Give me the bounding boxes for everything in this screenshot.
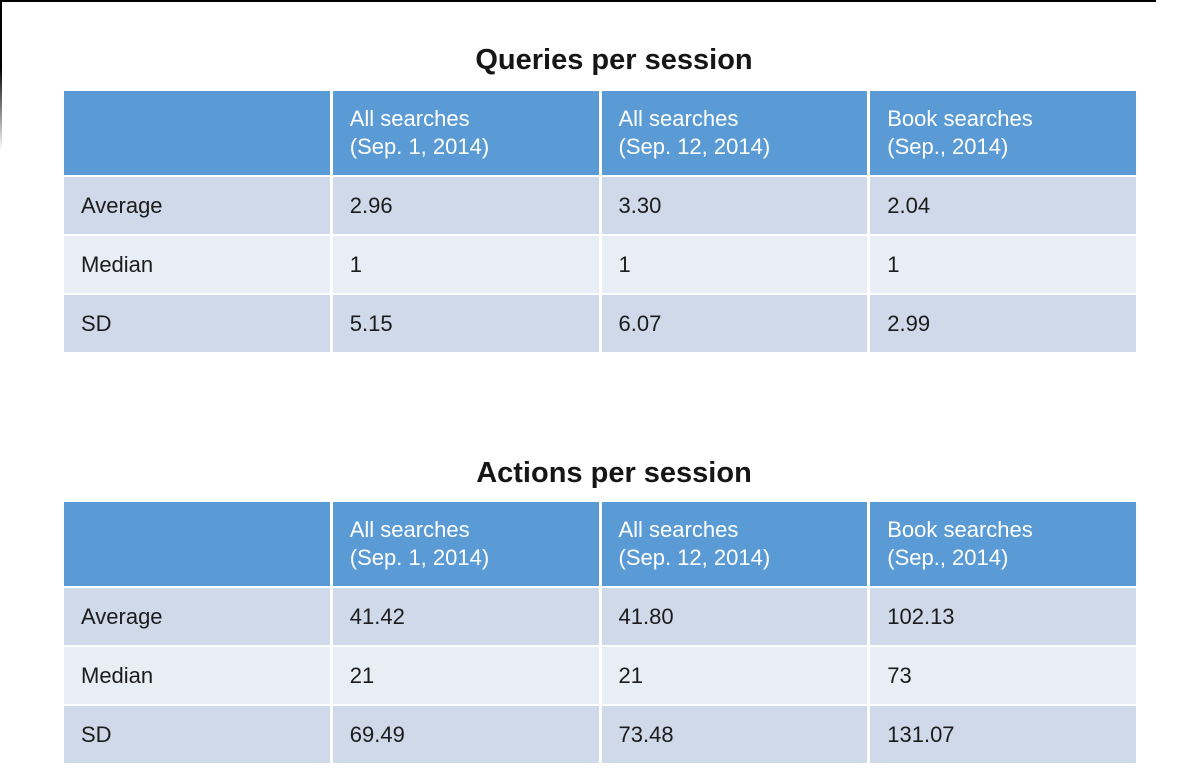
queries-header-blank-cell [64, 91, 330, 175]
actions-header-blank-cell [64, 502, 330, 586]
queries-average-value-cell: 3.30 [601, 177, 868, 234]
queries-median-value-cell: 1 [332, 236, 599, 293]
actions-header-all-searches-sep1: All searches (Sep. 1, 2014) [332, 502, 599, 586]
queries-sd-value-cell: 2.99 [870, 295, 1136, 352]
queries-sd-value-cell: 5.15 [332, 295, 599, 352]
actions-average-value-cell: 41.42 [332, 588, 599, 645]
queries-row-label-median: Median [64, 236, 330, 293]
actions-row-label-median: Median [64, 647, 330, 704]
actions-table-title: Actions per session [476, 457, 752, 490]
queries-row-label-sd: SD [64, 295, 330, 352]
queries-average-value-cell: 2.04 [870, 177, 1136, 234]
actions-sd-value-cell: 131.07 [870, 706, 1136, 763]
actions-sd-value-cell: 69.49 [332, 706, 599, 763]
actions-header-book-searches: Book searches (Sep., 2014) [870, 502, 1136, 586]
actions-header-all-searches-sep12: All searches (Sep. 12, 2014) [601, 502, 868, 586]
actions-row-label-average: Average [64, 588, 330, 645]
queries-median-value-cell: 1 [601, 236, 868, 293]
actions-row-label-sd: SD [64, 706, 330, 763]
queries-median-value-cell: 1 [870, 236, 1136, 293]
queries-row-label-average: Average [64, 177, 330, 234]
queries-average-value-cell: 2.96 [332, 177, 599, 234]
actions-median-value-cell: 21 [332, 647, 599, 704]
queries-header-all-searches-sep1: All searches (Sep. 1, 2014) [332, 91, 599, 175]
page-frame-left-border [0, 0, 2, 150]
queries-table: All searches (Sep. 1, 2014) All searches… [64, 91, 1136, 352]
actions-sd-value-cell: 73.48 [601, 706, 868, 763]
actions-median-value-cell: 21 [601, 647, 868, 704]
actions-average-value-cell: 102.13 [870, 588, 1136, 645]
queries-sd-value-cell: 6.07 [601, 295, 868, 352]
actions-average-value-cell: 41.80 [601, 588, 868, 645]
page-frame-top-border [0, 0, 1156, 2]
queries-header-book-searches: Book searches (Sep., 2014) [870, 91, 1136, 175]
actions-table: All searches (Sep. 1, 2014) All searches… [64, 502, 1136, 763]
queries-table-title: Queries per session [475, 44, 753, 77]
queries-header-all-searches-sep12: All searches (Sep. 12, 2014) [601, 91, 868, 175]
actions-median-value-cell: 73 [870, 647, 1136, 704]
